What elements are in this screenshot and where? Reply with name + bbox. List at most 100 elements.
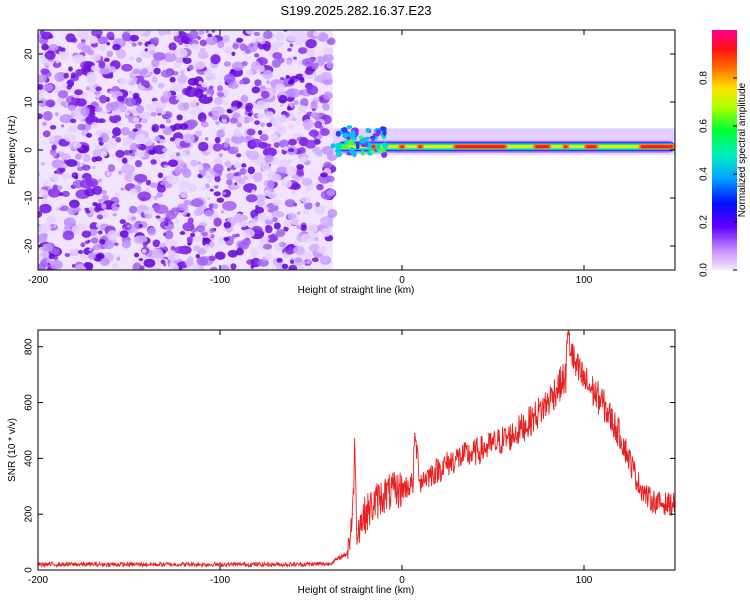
noise-blob xyxy=(75,264,87,270)
noise-blob xyxy=(223,142,229,148)
noise-blob xyxy=(275,125,287,135)
noise-blob xyxy=(213,217,222,227)
noise-blob xyxy=(38,263,47,270)
noise-blob xyxy=(314,237,319,242)
noise-blob xyxy=(241,163,247,168)
band-onset-blob xyxy=(374,144,381,149)
noise-blob xyxy=(150,266,160,270)
spectrogram-xtick-label: -200 xyxy=(28,275,48,286)
noise-blob xyxy=(107,164,116,173)
band-onset-blob xyxy=(381,142,389,149)
noise-blob xyxy=(322,103,330,111)
noise-blob xyxy=(94,143,101,150)
noise-blob xyxy=(205,35,218,46)
noise-blob xyxy=(233,172,240,177)
colorbar-label: Normalized spectral amplitude xyxy=(737,82,748,217)
noise-blob xyxy=(119,230,129,238)
noise-blob xyxy=(65,33,76,43)
noise-blob xyxy=(181,73,185,77)
noise-blob xyxy=(254,53,260,58)
noise-blob xyxy=(97,36,108,45)
noise-blob xyxy=(38,172,41,177)
noise-blob xyxy=(106,50,114,58)
noise-blob xyxy=(187,183,197,193)
noise-blob xyxy=(73,142,82,149)
noise-blob xyxy=(218,153,223,158)
noise-blob xyxy=(105,101,119,112)
noise-blob xyxy=(170,82,176,88)
noise-blob xyxy=(42,111,53,121)
noise-blob xyxy=(40,161,46,166)
noise-blob xyxy=(40,68,50,75)
noise-blob xyxy=(116,204,120,208)
noise-blob xyxy=(302,118,315,129)
noise-blob xyxy=(82,41,87,45)
noise-blob xyxy=(152,239,161,248)
noise-blob xyxy=(293,202,297,207)
noise-blob xyxy=(173,63,179,68)
noise-blob xyxy=(118,104,128,113)
noise-blob xyxy=(200,121,209,128)
noise-blob xyxy=(320,72,332,81)
noise-blob xyxy=(78,31,91,40)
noise-blob xyxy=(278,94,288,104)
noise-blob xyxy=(270,133,280,143)
noise-blob xyxy=(138,114,144,119)
noise-blob xyxy=(226,167,231,172)
noise-blob xyxy=(69,118,77,124)
noise-blob xyxy=(249,138,263,148)
noise-blob xyxy=(192,235,202,242)
noise-blob xyxy=(54,112,59,117)
snr-point xyxy=(219,563,221,566)
band-onset-blob xyxy=(346,140,355,145)
noise-blob xyxy=(115,137,122,143)
noise-blob xyxy=(75,98,87,107)
noise-blob xyxy=(326,175,335,183)
noise-blob xyxy=(141,249,147,254)
noise-blob xyxy=(286,88,301,98)
noise-blob xyxy=(286,106,292,111)
noise-blob xyxy=(106,130,111,135)
noise-blob xyxy=(90,65,100,72)
noise-blob xyxy=(306,223,318,234)
noise-blob xyxy=(250,61,261,71)
noise-blob xyxy=(257,130,263,135)
noise-blob xyxy=(91,122,99,128)
noise-blob xyxy=(134,123,143,129)
noise-blob xyxy=(111,153,115,158)
noise-blob xyxy=(254,79,262,87)
band-onset-blob xyxy=(335,130,342,137)
band-peak xyxy=(564,145,568,149)
noise-blob xyxy=(136,104,145,114)
band-onset-blob xyxy=(370,149,376,154)
noise-blob xyxy=(155,107,163,114)
noise-blob xyxy=(48,253,56,260)
noise-blob xyxy=(254,120,261,125)
band-peak xyxy=(640,145,673,149)
band-peak xyxy=(400,145,404,149)
noise-blob xyxy=(52,184,59,191)
noise-blob xyxy=(316,183,324,191)
noise-blob xyxy=(227,249,238,258)
noise-blob xyxy=(91,165,96,170)
noise-blob xyxy=(235,233,240,238)
noise-blob xyxy=(301,177,313,186)
noise-blob xyxy=(88,248,93,252)
band-onset-blob xyxy=(369,135,376,140)
noise-blob xyxy=(95,156,103,162)
noise-blob xyxy=(198,30,205,35)
noise-blob xyxy=(140,38,146,42)
noise-blob xyxy=(297,265,305,270)
noise-blob xyxy=(246,150,260,161)
noise-blob xyxy=(217,85,224,92)
noise-blob xyxy=(61,124,65,128)
noise-blob xyxy=(276,257,283,263)
noise-blob xyxy=(91,30,103,38)
noise-blob xyxy=(103,57,110,63)
noise-blob xyxy=(291,190,297,195)
noise-blob xyxy=(74,89,83,96)
noise-blob xyxy=(320,172,328,178)
noise-blob xyxy=(207,196,211,201)
noise-blob xyxy=(231,61,244,71)
noise-blob xyxy=(74,175,79,180)
